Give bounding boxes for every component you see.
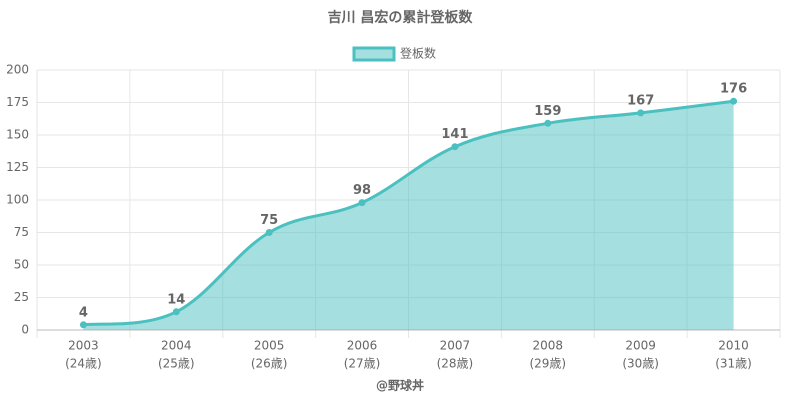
x-tick-label: 2007 — [440, 339, 471, 353]
value-label: 98 — [353, 183, 371, 198]
legend-label: 登板数 — [400, 46, 436, 61]
x-tick-sublabel: (27歳) — [344, 357, 381, 371]
y-tick-label: 200 — [6, 63, 29, 77]
y-tick-label: 150 — [6, 128, 29, 142]
y-tick-label: 100 — [6, 193, 29, 207]
x-tick-label: 2005 — [254, 339, 285, 353]
value-label: 14 — [167, 292, 185, 307]
area — [83, 101, 734, 330]
x-tick-label: 2006 — [347, 339, 378, 353]
x-tick-sublabel: (30歳) — [622, 357, 659, 371]
value-label: 159 — [534, 104, 561, 119]
x-tick-sublabel: (29歳) — [529, 357, 566, 371]
line — [83, 99, 734, 327]
y-tick-label: 50 — [14, 258, 29, 272]
y-tick-label: 25 — [14, 290, 29, 304]
y-tick-label: 125 — [6, 160, 29, 174]
y-tick-label: 0 — [21, 323, 29, 337]
value-label: 4 — [79, 305, 88, 320]
point — [544, 119, 552, 127]
x-tick-sublabel: (24歳) — [65, 357, 102, 371]
point — [265, 229, 273, 236]
footer: @野球丼 — [376, 378, 424, 393]
y-tick-label: 75 — [14, 225, 29, 239]
x-tick-sublabel: (28歳) — [437, 357, 474, 371]
point — [451, 143, 459, 151]
x-tick-label: 2008 — [533, 339, 564, 353]
point — [79, 321, 87, 329]
value-label: 176 — [720, 82, 747, 97]
x-tick-sublabel: (26歳) — [251, 357, 288, 371]
x-tick-label: 2003 — [68, 339, 99, 353]
y-tick-label: 175 — [6, 95, 29, 109]
chart-title: 吉川 昌宏の累計登板数 — [328, 9, 474, 26]
x-tick-label: 2004 — [161, 339, 192, 353]
value-label: 141 — [441, 127, 468, 142]
point — [358, 199, 366, 207]
x-tick-label: 2009 — [625, 339, 656, 353]
value-label: 167 — [627, 93, 654, 108]
point — [730, 97, 738, 105]
legend-swatch — [352, 46, 396, 62]
x-tick-sublabel: (31歳) — [715, 357, 752, 371]
x-tick-label: 2010 — [718, 339, 749, 353]
x-tick-sublabel: (25歳) — [158, 357, 195, 371]
point — [637, 109, 645, 117]
point — [172, 308, 180, 316]
value-label: 75 — [260, 213, 278, 228]
